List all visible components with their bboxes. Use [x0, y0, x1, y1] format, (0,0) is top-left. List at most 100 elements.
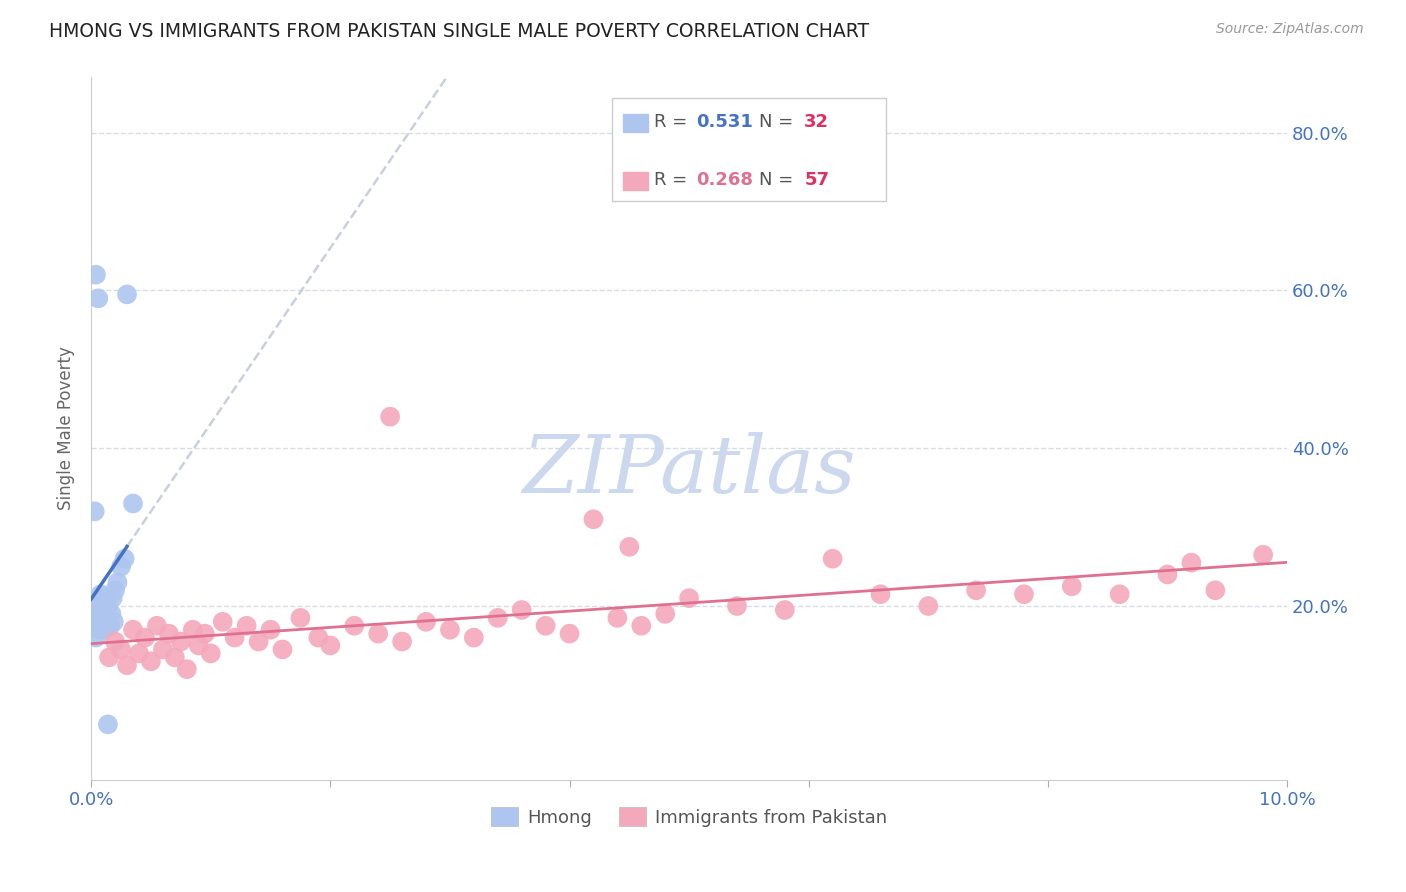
Point: [84, 268, 107, 282]
Point: [235, 619, 257, 633]
Point: [224, 631, 246, 645]
Point: [114, 551, 136, 566]
Point: [89, 623, 111, 637]
Text: ZIPatlas: ZIPatlas: [523, 432, 856, 509]
Point: [87, 291, 110, 305]
Text: 32: 32: [804, 113, 830, 131]
Text: 0.531: 0.531: [696, 113, 752, 131]
Point: [91, 599, 114, 613]
Point: [1060, 579, 1083, 593]
Point: [84, 631, 107, 645]
Point: [415, 615, 437, 629]
Legend: Hmong, Immigrants from Pakistan: Hmong, Immigrants from Pakistan: [484, 800, 894, 834]
Text: R =: R =: [654, 171, 693, 189]
Point: [463, 631, 485, 645]
Point: [86, 595, 108, 609]
Point: [486, 611, 509, 625]
Point: [86, 603, 108, 617]
Point: [134, 631, 156, 645]
Text: R =: R =: [654, 113, 693, 131]
Point: [83, 619, 105, 633]
Point: [98, 619, 121, 633]
Point: [1012, 587, 1035, 601]
Point: [630, 619, 652, 633]
Text: N =: N =: [759, 113, 799, 131]
Point: [1156, 567, 1178, 582]
Point: [1204, 583, 1226, 598]
Point: [319, 639, 342, 653]
Point: [104, 634, 127, 648]
Point: [115, 287, 138, 301]
Point: [90, 619, 112, 633]
Point: [98, 650, 121, 665]
Point: [194, 626, 217, 640]
Point: [176, 662, 198, 676]
Point: [582, 512, 605, 526]
Point: [187, 639, 209, 653]
Point: [821, 551, 844, 566]
Point: [90, 607, 112, 621]
Point: [146, 619, 169, 633]
Point: [1108, 587, 1130, 601]
Point: [367, 626, 389, 640]
Point: [107, 575, 129, 590]
Point: [558, 626, 581, 640]
Point: [965, 583, 987, 598]
Point: [534, 619, 557, 633]
Point: [606, 611, 628, 625]
Point: [378, 409, 401, 424]
Point: [98, 611, 121, 625]
Point: [211, 615, 233, 629]
Point: [181, 623, 204, 637]
Text: 0.268: 0.268: [696, 171, 754, 189]
Point: [510, 603, 533, 617]
Point: [259, 623, 281, 637]
Point: [247, 634, 270, 648]
Point: [122, 623, 145, 637]
Point: [97, 717, 120, 731]
Point: [94, 591, 117, 606]
Point: [103, 615, 125, 629]
Point: [869, 587, 891, 601]
Point: [170, 634, 193, 648]
Point: [654, 607, 676, 621]
Point: [91, 611, 114, 625]
Point: [94, 615, 117, 629]
Text: Source: ZipAtlas.com: Source: ZipAtlas.com: [1216, 22, 1364, 37]
Point: [163, 650, 186, 665]
Text: N =: N =: [759, 171, 799, 189]
Point: [271, 642, 294, 657]
Point: [307, 631, 329, 645]
Point: [290, 611, 312, 625]
Point: [391, 634, 413, 648]
Point: [725, 599, 748, 613]
Point: [678, 591, 700, 606]
Text: 57: 57: [804, 171, 830, 189]
Point: [83, 504, 105, 518]
Y-axis label: Single Male Poverty: Single Male Poverty: [58, 347, 75, 510]
Point: [110, 642, 132, 657]
Point: [439, 623, 461, 637]
Point: [90, 587, 112, 601]
Point: [1251, 548, 1274, 562]
Point: [115, 658, 138, 673]
Point: [157, 626, 180, 640]
Point: [110, 559, 132, 574]
Point: [917, 599, 939, 613]
Point: [343, 619, 366, 633]
Point: [128, 646, 150, 660]
Point: [619, 540, 641, 554]
Point: [122, 496, 145, 510]
Point: [773, 603, 796, 617]
Point: [1180, 556, 1202, 570]
Point: [101, 591, 124, 606]
Point: [104, 583, 127, 598]
Point: [139, 654, 162, 668]
Point: [97, 599, 120, 613]
Text: HMONG VS IMMIGRANTS FROM PAKISTAN SINGLE MALE POVERTY CORRELATION CHART: HMONG VS IMMIGRANTS FROM PAKISTAN SINGLE…: [49, 22, 869, 41]
Point: [100, 607, 122, 621]
Point: [83, 611, 105, 625]
Point: [96, 603, 118, 617]
Point: [152, 642, 174, 657]
Point: [87, 615, 110, 629]
